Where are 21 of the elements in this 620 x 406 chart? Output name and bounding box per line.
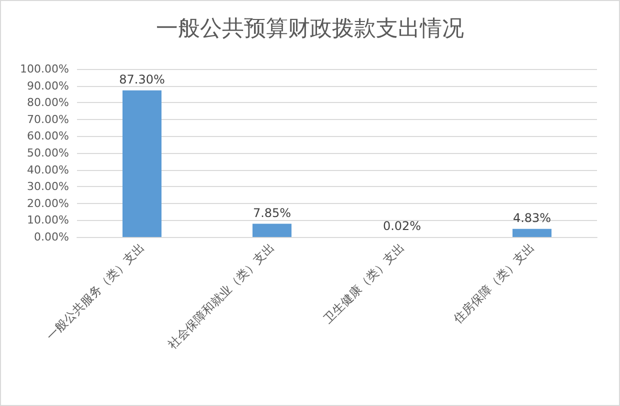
y-tick-label: 20.00% (27, 196, 69, 210)
data-label: 0.02% (382, 218, 422, 233)
y-tick-label: 10.00% (27, 214, 69, 227)
bar (122, 90, 162, 237)
bar (252, 224, 292, 237)
y-tick-label: 30.00% (27, 180, 69, 194)
y-tick-label: 80.00% (27, 96, 69, 110)
x-tick-label: 住房保障（类）支出 (450, 240, 537, 328)
data-label: 7.85% (252, 206, 292, 220)
y-tick-label: 50.00% (27, 146, 69, 160)
chart-title: 一般公共预算财政拨款支出情况 (156, 16, 464, 42)
data-label: 87.30% (119, 72, 165, 86)
bar (512, 228, 552, 237)
x-tick-label: 卫生健康（类）支出 (320, 240, 407, 326)
y-tick-label: 60.00% (27, 130, 69, 143)
y-tick-label: 90.00% (27, 79, 69, 92)
data-label: 4.83% (512, 210, 552, 225)
y-tick-label: 70.00% (27, 112, 69, 126)
y-tick-label: 100.00% (20, 62, 69, 76)
x-tick-label: 社会保障和就业（类）支出 (165, 240, 277, 352)
y-tick-label: 40.00% (27, 163, 69, 176)
